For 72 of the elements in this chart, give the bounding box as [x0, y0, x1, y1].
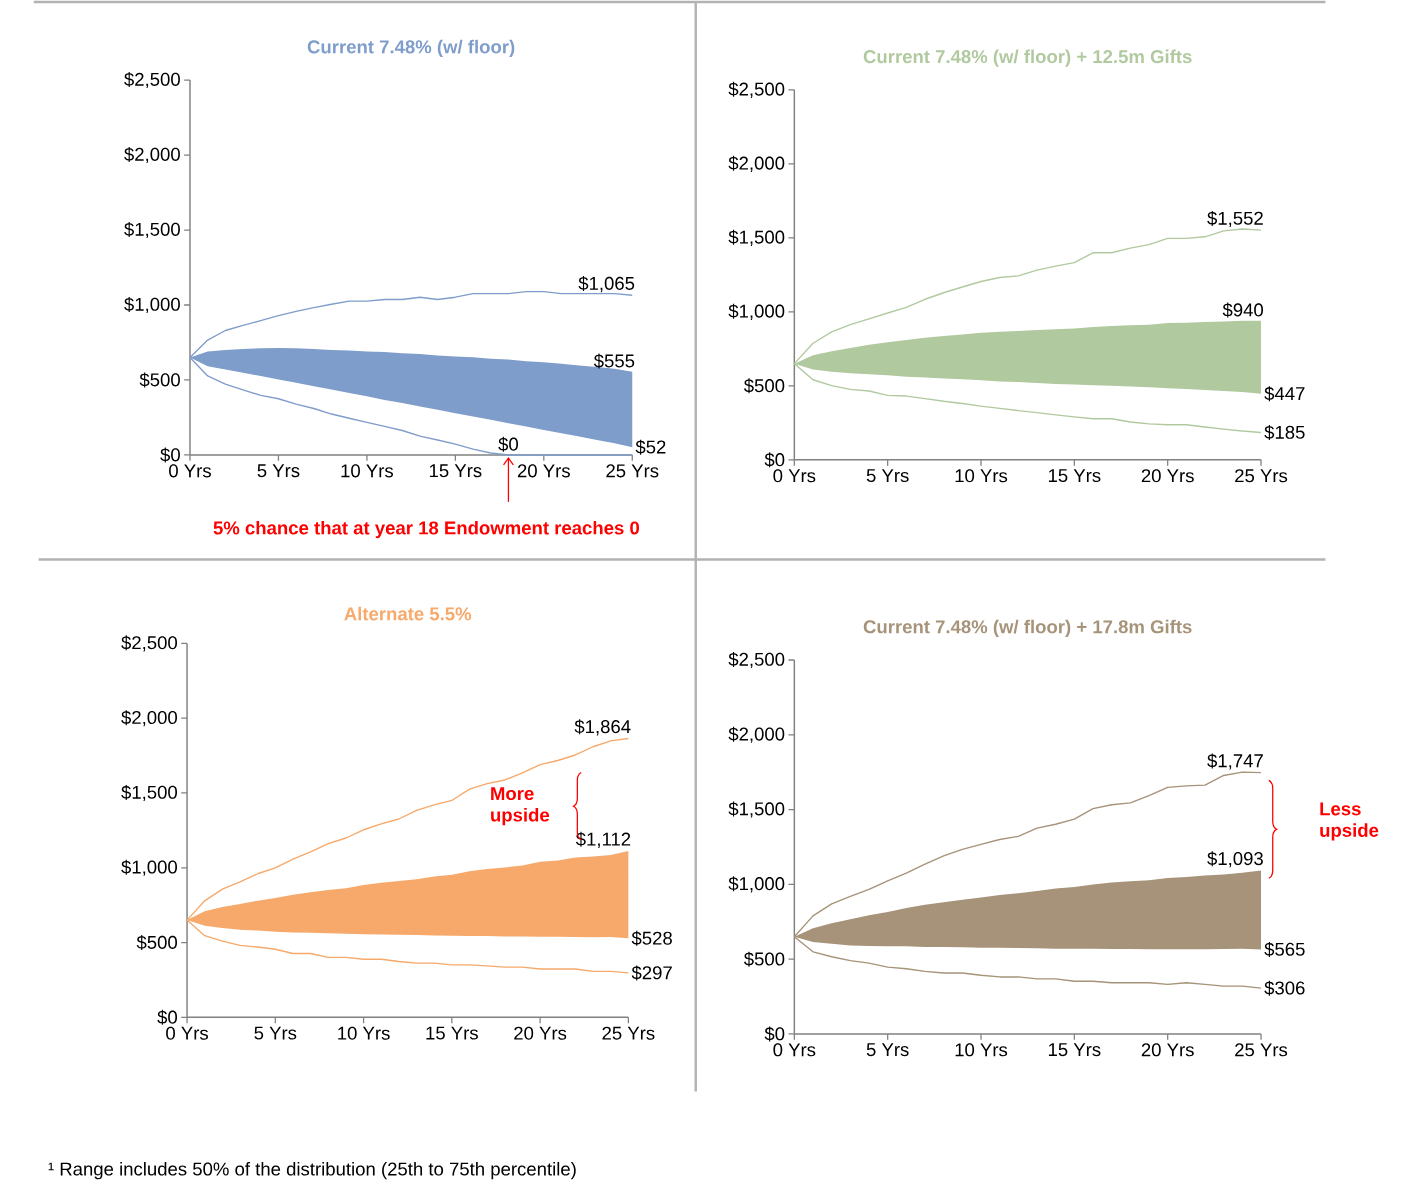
x-tick-label: 15 Yrs — [1048, 469, 1101, 483]
y-tick-label: $2,000 — [121, 710, 178, 727]
data-label: $297 — [631, 965, 672, 981]
x-tick-label: 5 Yrs — [254, 1026, 297, 1040]
y-tick-label: $0 — [764, 1026, 785, 1042]
data-label: $1,552 — [1207, 211, 1263, 228]
data-label: $0 — [498, 437, 519, 453]
text: $447 — [1264, 386, 1305, 402]
y-tick-label: $1,500 — [728, 801, 785, 818]
chart-title: Current 7.48% (w/ floor) + 12.5m Gifts — [863, 49, 1192, 68]
y-tick-label: $500 — [139, 372, 180, 388]
x-tick-label: 10 Yrs — [341, 464, 394, 478]
annotation: $1,093 — [1207, 851, 1263, 868]
x-tick-label: 25 Yrs — [602, 1026, 655, 1041]
y-tick-label: $2,500 — [121, 635, 178, 652]
text: 5% chance that at year 18 Endowment reaches 0 — [213, 521, 640, 539]
data-label: $1,864 — [574, 719, 631, 736]
y-tick-label: $500 — [743, 951, 785, 967]
x-tick-label: 20 Yrs — [1141, 1043, 1194, 1057]
chart-title: Alternate 5.5% — [344, 607, 472, 621]
x-tick-label: 5 Yrs — [866, 1043, 909, 1057]
x-tick-label: 10 Yrs — [338, 1026, 390, 1041]
annotation: $940 — [1222, 302, 1264, 318]
y-tick-label: $0 — [764, 452, 785, 468]
x-tick-label: 20 Yrs — [514, 1026, 567, 1041]
y-tick-label: $1,000 — [124, 297, 180, 314]
data-label: $306 — [1264, 980, 1305, 996]
chart-title: Current 7.48% (w/ floor) + 17.8m Gifts — [863, 619, 1192, 638]
x-tick-label: 5 Yrs — [866, 469, 909, 483]
y-tick-label: $1,000 — [121, 859, 178, 877]
y-tick-label: $1,500 — [124, 222, 180, 239]
x-tick-label: 20 Yrs — [517, 464, 570, 478]
y-tick-label: $2,000 — [728, 156, 785, 173]
x-tick-label: 15 Yrs — [426, 1026, 478, 1040]
text: $528 — [631, 931, 672, 947]
y-tick-label: $2,000 — [124, 147, 180, 164]
data-label: $185 — [1264, 425, 1305, 441]
y-tick-label: $500 — [743, 378, 785, 394]
x-tick-label: 0 Yrs — [773, 469, 816, 483]
chart-title: Current 7.48% (w/ floor) — [307, 40, 515, 58]
annotation: More upside — [491, 787, 550, 826]
text: ¹ Range includes 50% of the distribution (25th to 75th percentile) — [48, 1162, 576, 1180]
y-tick-label: $1,000 — [728, 876, 785, 893]
data-label: $1,065 — [578, 276, 635, 293]
annotation: $1,112 — [575, 832, 631, 849]
y-tick-label: $2,000 — [728, 726, 785, 744]
text: $565 — [1264, 942, 1305, 958]
y-tick-label: $500 — [136, 935, 178, 951]
annotation: $555 — [593, 353, 635, 369]
x-tick-label: 20 Yrs — [1141, 469, 1194, 483]
x-tick-label: 0 Yrs — [773, 1043, 816, 1057]
y-tick-label: $2,500 — [728, 82, 785, 99]
x-tick-label: 10 Yrs — [955, 1043, 1008, 1057]
y-tick-label: $1,000 — [728, 304, 785, 321]
text: $52 — [635, 439, 666, 455]
x-tick-label: 15 Yrs — [429, 464, 482, 478]
text: Less upside — [1320, 802, 1379, 841]
y-tick-label: $0 — [157, 1010, 178, 1026]
data-label: $1,747 — [1207, 753, 1263, 770]
y-tick-label: $2,500 — [124, 72, 180, 89]
x-tick-label: 0 Yrs — [169, 464, 211, 478]
y-tick-label: $1,500 — [728, 230, 785, 247]
x-tick-label: 10 Yrs — [955, 469, 1008, 483]
x-tick-label: 25 Yrs — [1235, 469, 1288, 483]
x-tick-label: 0 Yrs — [166, 1026, 209, 1041]
x-tick-label: 25 Yrs — [1235, 1043, 1288, 1057]
x-tick-label: 15 Yrs — [1048, 1043, 1101, 1057]
y-tick-label: $1,500 — [121, 785, 178, 802]
x-tick-label: 5 Yrs — [257, 464, 300, 478]
y-tick-label: $0 — [160, 447, 180, 463]
x-tick-label: 25 Yrs — [606, 464, 659, 478]
y-tick-label: $2,500 — [728, 652, 785, 669]
